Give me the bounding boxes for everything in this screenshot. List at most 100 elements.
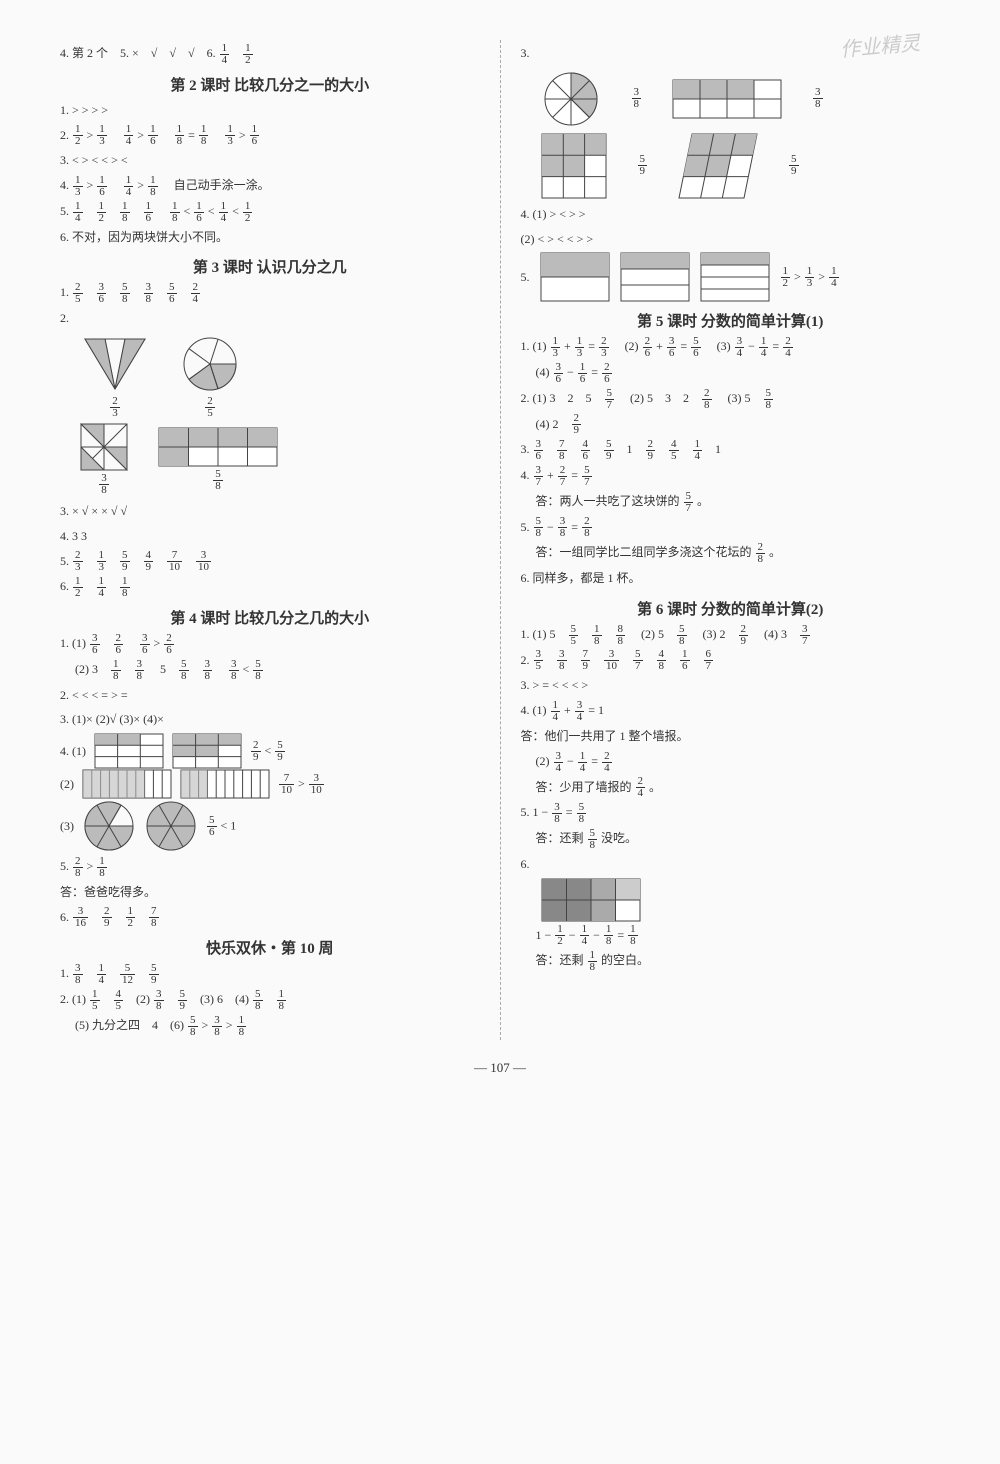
s5-3: 3. 3678465912945141 (521, 438, 941, 462)
grid-icon (158, 427, 278, 467)
s5-4: 4. 37 + 27 = 57 (521, 464, 941, 488)
grid-3x3-a (94, 733, 164, 769)
fig-label: 38 (98, 473, 110, 496)
right-column: 3. 38 38 (521, 40, 941, 1040)
fig-square-x: 38 (80, 423, 128, 496)
s4-6: 6. 316291278 (60, 906, 480, 930)
s4-3: 3. (1)× (2)√ (3)× (4)× (60, 708, 480, 731)
s6-2: 2. 35387931057481667 (521, 649, 941, 673)
s3-figs-row1: 23 25 (80, 334, 480, 419)
s4-4a-lbl: 4. (1) (60, 740, 86, 763)
s3-5: 5. 23135949710310 (60, 550, 480, 574)
s2-5: 5. 14121816 18 < 16 < 14 < 12 (60, 200, 480, 224)
s2-6: 6. 不对，因为两块饼大小不同。 (60, 226, 480, 249)
s2-1: 1. > > > > (60, 99, 480, 122)
page-number: — 107 — (60, 1060, 940, 1076)
fig-label: 23 (109, 396, 121, 419)
r4a: 4. (1) > < > > (521, 203, 941, 226)
r3-figs-1: 38 38 (541, 69, 941, 129)
s4-1a: 1. (1) 3626 36 > 26 (60, 632, 480, 656)
s4-title: 第 4 课时 比较几分之几的大小 (60, 607, 480, 628)
s4-2: 2. < < < = > = (60, 684, 480, 707)
sw-title: 快乐双休・第 10 周 (60, 937, 480, 958)
fig-triangle: 23 (80, 334, 150, 419)
circle-icon (180, 334, 240, 394)
s3-figs-row2: 38 58 (80, 423, 480, 496)
fig-grid-2x4: 58 (158, 427, 278, 492)
s3-1: 1. 253658385624 (60, 281, 480, 305)
stripes-b (180, 769, 270, 799)
s6-1: 1. (1) 5551888 (2) 558 (3) 229 (4) 337 (521, 623, 941, 647)
s4-5b: 答：爸爸吃得多。 (60, 881, 480, 904)
s6-4a2: 答：他们一共用了 1 整个墙报。 (521, 725, 941, 748)
r5: 5. (521, 266, 530, 289)
s6-6: 6. (521, 853, 941, 876)
r3-figs-2: 59 59 (541, 133, 941, 199)
s5-1b: (4) 36 − 16 = 26 (521, 361, 941, 385)
sw-2: 2. (1) 1545(2) 3859(3) 6(4) 5818 (60, 988, 480, 1012)
r3b-lbl: 38 (812, 87, 824, 110)
s6-title: 第 6 课时 分数的简单计算(2) (521, 598, 941, 619)
square-x-icon (80, 423, 128, 471)
grid-2x4-b (672, 79, 782, 119)
s5-6: 6. 同样多，都是 1 杯。 (521, 567, 941, 590)
fig-circle: 25 (180, 334, 240, 419)
s6-4b: (2) 34 − 14 = 24 (521, 750, 941, 774)
s4-4b-r: 710 > 310 (278, 773, 325, 796)
stripes-a (82, 769, 172, 799)
s6-5b: 答：还剩 58 没吃。 (521, 827, 941, 851)
rect-quarter (700, 252, 770, 302)
left-column: 4. 第 2 个5. ×√√√6. 1412 第 2 课时 比较几分之一的大小 … (60, 40, 480, 1040)
sw-1: 1. 381451259 (60, 962, 480, 986)
r3a-lbl: 38 (631, 87, 643, 110)
s2-title: 第 2 课时 比较几分之一的大小 (60, 74, 480, 95)
r5-r: 12 > 13 > 14 (780, 266, 840, 289)
grid-3x3-b (172, 733, 242, 769)
hex-a (82, 799, 136, 853)
triangle-icon (80, 334, 150, 394)
s3-4: 4. 3 3 (60, 525, 480, 548)
s4-4c-r: 56 < 1 (206, 815, 236, 838)
s3-title: 第 3 课时 认识几分之几 (60, 256, 480, 277)
pie-3-8 (541, 69, 601, 129)
s2-3: 3. < > < < > < (60, 149, 480, 172)
s6-4b2: 答：少用了墙报的 24 。 (521, 776, 941, 800)
s5-2b: (4) 229 (521, 413, 941, 437)
r4b: (2) < > < < > > (521, 228, 941, 251)
s6-4a: 4. (1) 14 + 34 = 1 (521, 699, 941, 723)
column-divider (500, 40, 501, 1040)
s5-title: 第 5 课时 分数的简单计算(1) (521, 310, 941, 331)
grid-2x4-patterned (541, 878, 641, 922)
s2-2: 2. 12 > 13 14 > 16 18 = 18 13 > 16 (60, 124, 480, 148)
r3d-lbl: 59 (788, 154, 800, 177)
fig-label: 25 (204, 396, 216, 419)
s6-5: 5. 1 − 38 = 58 (521, 801, 941, 825)
sw-3: (5) 九分之四4(6) 58 > 38 > 18 (60, 1014, 480, 1038)
s3-2: 2. (60, 307, 480, 330)
s3-3: 3. × √ × × √ √ (60, 500, 480, 523)
s2-4: 4. 13 > 16 14 > 18 自己动手涂一涂。 (60, 174, 480, 198)
grid-3x3-c (541, 133, 607, 199)
two-column-layout: 4. 第 2 个5. ×√√√6. 1412 第 2 课时 比较几分之一的大小 … (60, 40, 940, 1040)
fig-label: 58 (212, 469, 224, 492)
s5-2: 2. (1) 32557 (2) 53228 (3) 558 (521, 387, 941, 411)
rect-third (620, 252, 690, 302)
l4: 4. 第 2 个5. ×√√√6. 1412 (60, 42, 480, 66)
s6-3: 3. > = < < < > (521, 674, 941, 697)
s4-4a-r: 29 < 59 (250, 740, 286, 763)
s5-5b: 答：一组同学比二组同学多浇这个花坛的 28 。 (521, 541, 941, 565)
s4-4c-lbl: (3) (60, 815, 74, 838)
s6-6c: 答：还剩 18 的空白。 (521, 949, 941, 973)
s5-4b: 答：两人一共吃了这块饼的 57 。 (521, 490, 941, 514)
s5-1: 1. (1) 13 + 13 = 23 (2) 26 + 36 = 56 (3)… (521, 335, 941, 359)
s4-1b: (2) 31838 55838 38 < 58 (60, 658, 480, 682)
rect-half (540, 252, 610, 302)
r3c-lbl: 59 (637, 154, 649, 177)
s4-4b-lbl: (2) (60, 773, 74, 796)
s6-6b: 1 − 12 − 14 − 18 = 18 (521, 924, 941, 948)
s3-6: 6. 121418 (60, 575, 480, 599)
s4-5: 5. 28 > 18 (60, 855, 480, 879)
para-3x3 (678, 133, 758, 199)
hex-b (144, 799, 198, 853)
s5-5: 5. 58 − 38 = 28 (521, 516, 941, 540)
